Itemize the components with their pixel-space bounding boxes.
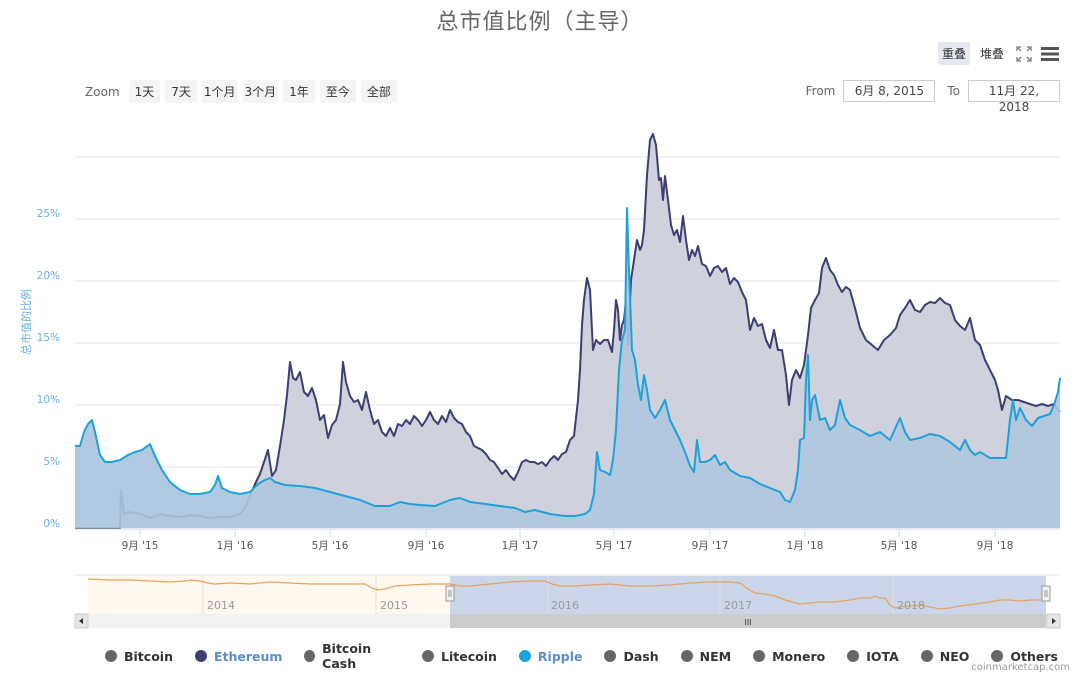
hamburger-menu-icon[interactable] (1040, 44, 1060, 64)
legend-item-litecoin[interactable]: Litecoin (422, 649, 497, 664)
legend-item-iota[interactable]: IOTA (847, 649, 899, 664)
svg-text:20%: 20% (37, 270, 60, 282)
zoom-7d-button[interactable]: 7天 (165, 80, 197, 103)
legend-label: Ethereum (213, 648, 283, 664)
arrow-left-icon[interactable] (74, 613, 89, 629)
to-label: To (947, 84, 960, 98)
ripple-area (75, 208, 1060, 528)
svg-text:2016: 2016 (551, 599, 579, 612)
legend-item-ethereum[interactable]: Ethereum (194, 648, 283, 664)
svg-text:1月 '18: 1月 '18 (787, 540, 824, 552)
from-label: From (805, 84, 836, 98)
legend-item-neo[interactable]: NEO (920, 648, 970, 664)
legend-dot-icon (304, 650, 316, 662)
zoom-all-button[interactable]: 全部 (360, 80, 397, 103)
svg-text:25%: 25% (37, 208, 60, 220)
svg-text:9月 '17: 9月 '17 (692, 540, 729, 552)
legend-item-dash[interactable]: Dash (604, 648, 659, 664)
navigator-right-handle[interactable] (1041, 585, 1051, 602)
navigator-series-line (87, 578, 1046, 610)
scrollbar-grip: III (744, 618, 751, 627)
legend-label: NEO (939, 648, 970, 664)
legend-label: NEM (699, 648, 732, 664)
legend-dot-icon (604, 650, 617, 662)
legend-item-nem[interactable]: NEM (680, 648, 732, 664)
svg-text:9月 '15: 9月 '15 (122, 540, 159, 552)
navigator-left-handle[interactable] (445, 585, 455, 602)
legend-dot-icon (518, 650, 531, 662)
date-range-inputs: From 6月 8, 2015 To 11月 22, 2018 (805, 80, 1060, 114)
arrow-right-icon[interactable] (1046, 613, 1061, 629)
legend-label: Bitcoin (124, 648, 173, 664)
legend-label: Bitcoin Cash (322, 641, 372, 671)
svg-text:5月 '16: 5月 '16 (312, 540, 349, 552)
svg-text:2015: 2015 (380, 599, 408, 612)
svg-text:5月 '18: 5月 '18 (881, 540, 918, 552)
svg-text:15%: 15% (37, 332, 60, 344)
x-axis-ticks (139, 529, 996, 537)
chart-legend: Bitcoin Ethereum Bitcoin Cash Litecoin R… (105, 641, 1080, 671)
svg-text:9月 '18: 9月 '18 (977, 540, 1014, 552)
legend-label: Litecoin (441, 648, 497, 664)
fullscreen-icon[interactable] (1014, 44, 1034, 64)
zoom-ytd-button[interactable]: 至今 (319, 80, 356, 103)
zoom-1y-button[interactable]: 1年 (283, 80, 315, 103)
legend-label: IOTA (866, 648, 899, 664)
zoom-range-selector: Zoom 1天 7天 1个月 3个月 1年 至今 全部 (85, 80, 397, 103)
legend-dot-icon (422, 650, 435, 662)
legend-dot-icon (680, 650, 693, 662)
from-date-input[interactable]: 6月 8, 2015 (843, 80, 936, 102)
zoom-3m-button[interactable]: 3个月 (242, 80, 279, 103)
chart-toolbar: 重叠 堆叠 (937, 42, 1060, 65)
legend-label: Others (1010, 648, 1058, 664)
credit-link[interactable]: coinmarketcap.com (971, 662, 1070, 673)
svg-text:1月 '16: 1月 '16 (217, 540, 254, 552)
svg-text:0%: 0% (43, 518, 60, 530)
chart-title: 总市值比例（主导） (436, 10, 644, 35)
legend-dot-icon (991, 650, 1004, 662)
overlay-mode-button[interactable]: 重叠 (937, 42, 970, 65)
legend-dot-icon (105, 650, 117, 662)
legend-item-bitcoin[interactable]: Bitcoin (105, 649, 173, 664)
svg-text:1月 '17: 1月 '17 (502, 540, 539, 552)
legend-item-others[interactable]: Others (991, 649, 1058, 664)
svg-text:2018: 2018 (897, 599, 925, 612)
svg-text:2017: 2017 (724, 599, 752, 612)
legend-dot-icon (753, 650, 766, 662)
legend-item-ripple[interactable]: Ripple (518, 648, 583, 664)
zoom-1m-button[interactable]: 1个月 (201, 80, 238, 103)
svg-text:5月 '17: 5月 '17 (596, 540, 633, 552)
x-axis-labels: 9月 '15 1月 '16 5月 '16 9月 '16 1月 '17 5月 '1… (122, 540, 1014, 552)
svg-text:10%: 10% (37, 394, 60, 406)
stacked-mode-button[interactable]: 堆叠 (979, 47, 1004, 61)
y-axis-labels: 25% 20% 15% 10% 5% 0% (37, 208, 60, 530)
main-chart[interactable]: 总市值的比例 25% 20% 15% 10% 5% 0% 9月 '15 1月 '… (0, 0, 1080, 560)
legend-item-monero[interactable]: Monero (753, 649, 825, 664)
legend-label: Ripple (537, 648, 583, 664)
legend-dot-icon (194, 650, 207, 662)
svg-text:2014: 2014 (207, 599, 235, 612)
navigator[interactable]: 2014 2015 2016 2017 2018 III (0, 570, 1080, 630)
legend-label: Dash (623, 648, 659, 664)
legend-item-bitcoin-cash[interactable]: Bitcoin Cash (304, 641, 400, 671)
svg-text:5%: 5% (43, 456, 60, 468)
svg-text:9月 '16: 9月 '16 (408, 540, 445, 552)
zoom-1d-button[interactable]: 1天 (128, 80, 161, 103)
legend-label: Monero (772, 648, 826, 664)
legend-dot-icon (920, 650, 933, 662)
to-date-input[interactable]: 11月 22, 2018 (968, 80, 1060, 114)
zoom-label: Zoom (85, 84, 120, 99)
navigator-year-labels: 2014 2015 2016 2017 2018 (207, 599, 925, 612)
ripple-line (75, 207, 1061, 517)
y-axis-title: 总市值的比例 (19, 289, 33, 355)
ethereum-line (75, 133, 1061, 529)
legend-dot-icon (847, 650, 860, 662)
scrollbar-thumb[interactable] (450, 614, 1046, 628)
